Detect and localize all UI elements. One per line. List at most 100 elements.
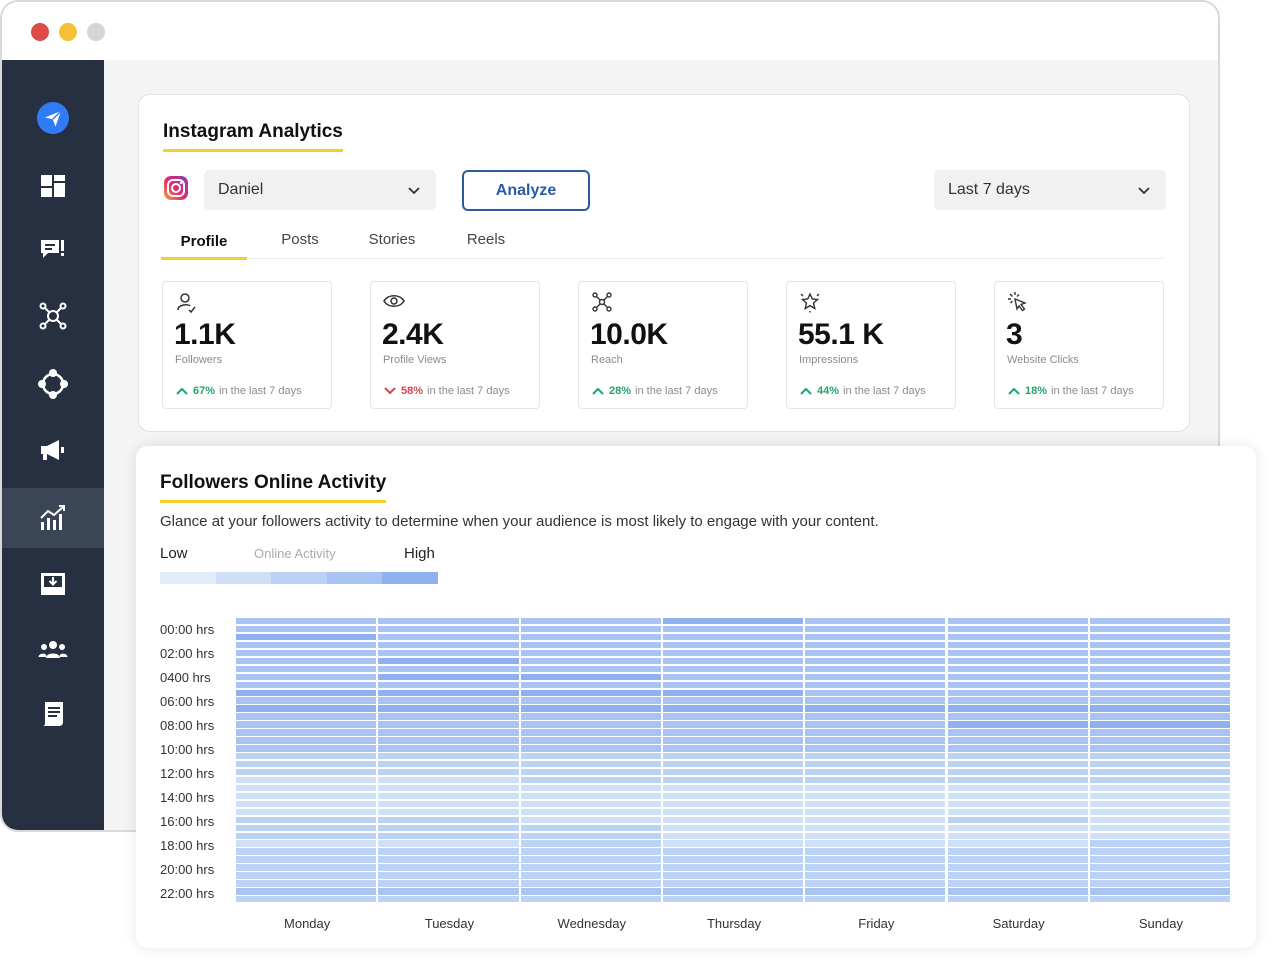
tab-profile[interactable]: Profile [161,233,247,260]
heatmap-cell[interactable] [805,848,946,855]
heatmap-cell[interactable] [805,880,946,887]
heatmap-cell[interactable] [947,832,1088,839]
heatmap-cell[interactable] [947,800,1088,808]
heatmap-cell[interactable] [947,864,1088,871]
heatmap-cell[interactable] [662,856,804,863]
heatmap-cell[interactable] [805,784,946,792]
heatmap-cell[interactable] [236,761,377,768]
heatmap-cell[interactable] [236,618,377,625]
maximize-window-button[interactable] [87,23,105,41]
heatmap-cell[interactable] [378,784,519,792]
heatmap-cell[interactable] [378,840,519,847]
heatmap-cell[interactable] [236,816,377,824]
heatmap-cell[interactable] [236,641,377,649]
heatmap-cell[interactable] [520,816,661,824]
heatmap-cell[interactable] [1089,768,1231,776]
heatmap-cell[interactable] [378,649,519,657]
heatmap-cell[interactable] [520,888,661,895]
heatmap-cell[interactable] [947,657,1088,665]
heatmap-cell[interactable] [947,641,1088,649]
heatmap-cell[interactable] [662,832,804,839]
heatmap-cell[interactable] [662,633,804,641]
heatmap-cell[interactable] [520,761,661,768]
heatmap-cell[interactable] [378,848,519,855]
heatmap-cell[interactable] [520,800,661,808]
heatmap-cell[interactable] [947,625,1088,633]
sidebar-item-publish[interactable] [2,88,104,148]
heatmap-cell[interactable] [378,673,519,681]
heatmap-cell[interactable] [236,792,377,800]
heatmap-cell[interactable] [947,761,1088,768]
heatmap-cell[interactable] [236,872,377,879]
heatmap-cell[interactable] [805,641,946,649]
heatmap-cell[interactable] [947,768,1088,776]
heatmap-cell[interactable] [947,792,1088,800]
heatmap-cell[interactable] [805,665,946,673]
heatmap-cell[interactable] [520,808,661,816]
heatmap-cell[interactable] [805,816,946,824]
minimize-window-button[interactable] [59,23,77,41]
sidebar-item-engage[interactable] [2,220,104,280]
heatmap-cell[interactable] [1089,856,1231,863]
heatmap-cell[interactable] [520,721,661,728]
heatmap-cell[interactable] [1089,888,1231,895]
heatmap-cell[interactable] [947,737,1088,744]
heatmap-cell[interactable] [236,745,377,752]
account-select[interactable]: Daniel [204,170,436,210]
heatmap-cell[interactable] [1089,689,1231,696]
heatmap-cell[interactable] [520,856,661,863]
heatmap-cell[interactable] [805,864,946,871]
heatmap-cell[interactable] [236,625,377,633]
heatmap-cell[interactable] [805,768,946,776]
heatmap-cell[interactable] [520,618,661,625]
heatmap-cell[interactable] [520,872,661,879]
heatmap-cell[interactable] [378,761,519,768]
heatmap-cell[interactable] [662,689,804,696]
heatmap-cell[interactable] [805,625,946,633]
heatmap-cell[interactable] [947,729,1088,736]
sidebar-item-connect[interactable] [2,354,104,414]
heatmap-cell[interactable] [1089,808,1231,816]
heatmap-cell[interactable] [662,761,804,768]
heatmap-cell[interactable] [520,768,661,776]
heatmap-cell[interactable] [1089,649,1231,657]
heatmap-cell[interactable] [662,768,804,776]
heatmap-cell[interactable] [947,840,1088,847]
heatmap-cell[interactable] [378,808,519,816]
heatmap-cell[interactable] [1089,618,1231,625]
heatmap-cell[interactable] [1089,761,1231,768]
sidebar-item-inbox[interactable] [2,554,104,614]
heatmap-cell[interactable] [1089,745,1231,752]
heatmap-cell[interactable] [805,888,946,895]
heatmap-cell[interactable] [520,784,661,792]
heatmap-cell[interactable] [520,705,661,712]
heatmap-cell[interactable] [236,856,377,863]
heatmap-cell[interactable] [805,721,946,728]
heatmap-cell[interactable] [378,816,519,824]
heatmap-cell[interactable] [236,896,377,903]
heatmap-cell[interactable] [520,633,661,641]
heatmap-cell[interactable] [1089,633,1231,641]
heatmap-cell[interactable] [947,721,1088,728]
heatmap-cell[interactable] [662,721,804,728]
heatmap-cell[interactable] [947,896,1088,903]
heatmap-cell[interactable] [662,681,804,688]
heatmap-cell[interactable] [662,896,804,903]
heatmap-cell[interactable] [1089,641,1231,649]
heatmap-cell[interactable] [947,776,1088,784]
heatmap-cell[interactable] [805,713,946,720]
heatmap-cell[interactable] [947,713,1088,720]
heatmap-cell[interactable] [947,872,1088,879]
heatmap-cell[interactable] [236,800,377,808]
heatmap-cell[interactable] [236,880,377,887]
heatmap-cell[interactable] [378,768,519,776]
heatmap-cell[interactable] [236,776,377,784]
heatmap-cell[interactable] [805,896,946,903]
heatmap-cell[interactable] [1089,681,1231,688]
sidebar-item-reports[interactable] [2,684,104,744]
heatmap-cell[interactable] [378,745,519,752]
heatmap-cell[interactable] [378,618,519,625]
heatmap-cell[interactable] [947,689,1088,696]
heatmap-cell[interactable] [378,705,519,712]
heatmap-cell[interactable] [236,689,377,696]
